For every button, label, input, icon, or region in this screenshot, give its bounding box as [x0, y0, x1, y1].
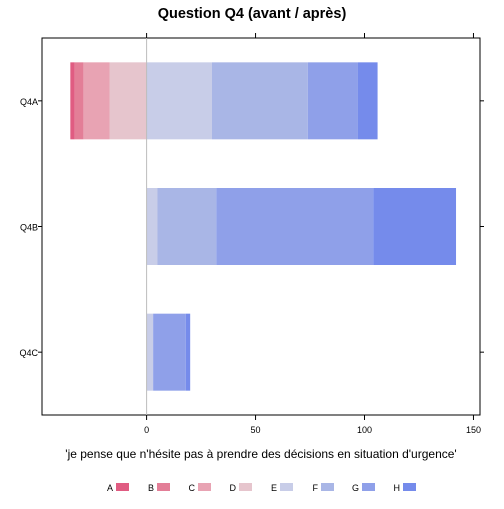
bar-Q4B-E: [147, 188, 158, 265]
bar-Q4C-E: [147, 314, 154, 391]
legend-swatch-G: [362, 483, 375, 491]
legend-swatch-H: [403, 483, 416, 491]
legend-label-D: D: [230, 483, 237, 493]
bar-Q4C-H: [186, 314, 190, 391]
legend-label-A: A: [107, 483, 113, 493]
legend-swatch-D: [239, 483, 252, 491]
legend: A B C D E F G H: [107, 483, 416, 493]
legend-label-F: F: [313, 483, 319, 493]
legend-swatch-B: [157, 483, 170, 491]
bar-Q4A-G: [308, 62, 358, 139]
bar-Q4A-D: [110, 62, 147, 139]
bar-Q4A-A: [70, 62, 74, 139]
bar-Q4A-F: [212, 62, 308, 139]
bar-Q4B-H: [373, 188, 456, 265]
legend-swatch-F: [321, 483, 334, 491]
bar-Q4A-B: [75, 62, 84, 139]
legend-label-C: C: [189, 483, 196, 493]
x-tick-label: 0: [144, 425, 149, 435]
x-tick-label: 100: [357, 425, 372, 435]
legend-label-G: G: [352, 483, 359, 493]
y-tick-label: Q4A: [20, 97, 38, 107]
y-tick-label: Q4B: [20, 223, 38, 233]
legend-label-E: E: [271, 483, 277, 493]
x-axis-label: 'je pense que n'hésite pas à prendre des…: [65, 447, 456, 461]
bar-Q4A-C: [83, 62, 109, 139]
bar-Q4A-H: [358, 62, 378, 139]
legend-swatch-E: [280, 483, 293, 491]
bar-Q4A-E: [147, 62, 212, 139]
bar-Q4C-G: [153, 314, 186, 391]
x-tick-label: 50: [251, 425, 261, 435]
chart-title: Question Q4 (avant / après): [158, 6, 347, 22]
legend-swatch-A: [116, 483, 129, 491]
bar-Q4B-G: [216, 188, 373, 265]
legend-label-H: H: [394, 483, 401, 493]
legend-swatch-C: [198, 483, 211, 491]
bars-layer: [70, 62, 456, 390]
legend-label-B: B: [148, 483, 154, 493]
y-tick-label: Q4C: [19, 348, 38, 358]
x-tick-label: 150: [466, 425, 481, 435]
bar-Q4B-F: [157, 188, 216, 265]
